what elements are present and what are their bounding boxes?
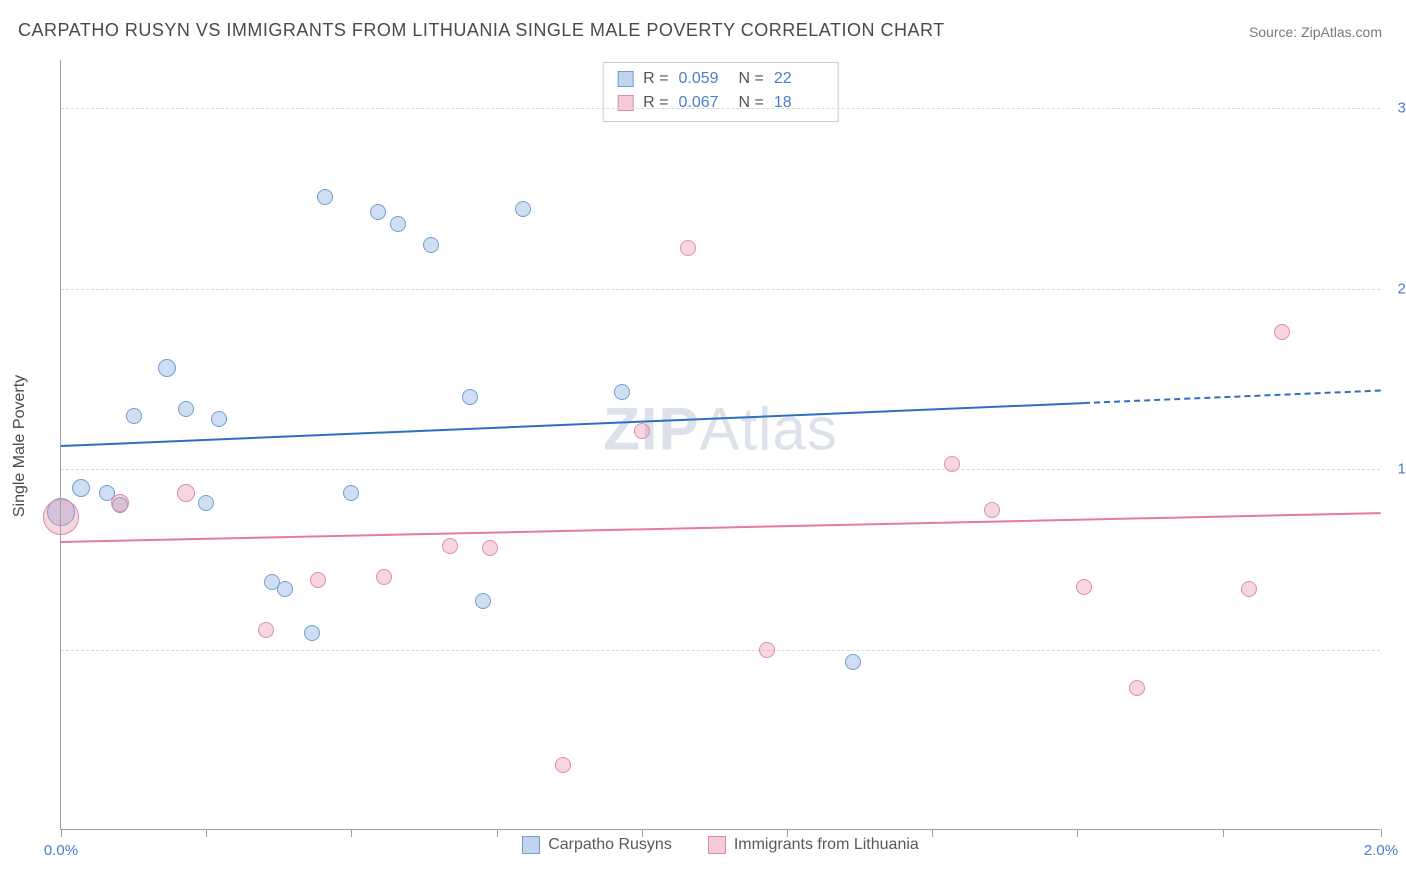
data-point [370, 204, 386, 220]
data-point [984, 502, 1000, 518]
data-point [845, 654, 861, 670]
stats-n-label: N = [739, 67, 764, 91]
legend-item: Carpatho Rusyns [522, 836, 672, 854]
data-point [614, 384, 630, 400]
legend-swatch [708, 836, 726, 854]
trend-line-dashed [1084, 390, 1381, 404]
legend-item: Immigrants from Lithuania [708, 836, 919, 854]
x-tick [61, 829, 62, 837]
x-tick [932, 829, 933, 837]
x-tick [1077, 829, 1078, 837]
legend-label: Carpatho Rusyns [548, 836, 672, 854]
data-point [1129, 680, 1145, 696]
data-point [277, 581, 293, 597]
stats-n-value: 22 [774, 67, 824, 91]
trend-line [61, 512, 1381, 543]
data-point [390, 216, 406, 232]
x-tick [1223, 829, 1224, 837]
gridline [61, 108, 1380, 109]
stats-r-label: R = [643, 91, 668, 115]
data-point [158, 359, 176, 377]
data-point [198, 495, 214, 511]
data-point [211, 411, 227, 427]
stats-r-label: R = [643, 67, 668, 91]
x-tick-label: 0.0% [44, 842, 78, 859]
y-tick-label: 22.5% [1385, 280, 1406, 297]
data-point [72, 479, 90, 497]
data-point [178, 401, 194, 417]
y-tick-label: 7.5% [1385, 641, 1406, 658]
stats-row: R = 0.067 N = 18 [617, 91, 824, 115]
data-point [515, 201, 531, 217]
data-point [423, 237, 439, 253]
stats-r-value: 0.059 [679, 67, 729, 91]
data-point [555, 757, 571, 773]
plot-area: ZIPAtlas R =0.059N =22R =0.067N =18 Carp… [60, 60, 1380, 830]
stats-n-label: N = [739, 91, 764, 115]
data-point [482, 540, 498, 556]
stats-box: R = 0.059 N = 22 R = 0.067 N = 18 [602, 62, 839, 122]
stats-n-value: 18 [774, 91, 824, 115]
legend-swatch [522, 836, 540, 854]
data-point [1076, 579, 1092, 595]
data-point [475, 593, 491, 609]
chart-container: CARPATHO RUSYN VS IMMIGRANTS FROM LITHUA… [0, 0, 1406, 892]
legend-label: Immigrants from Lithuania [734, 836, 919, 854]
data-point [111, 494, 129, 512]
x-tick [642, 829, 643, 837]
y-tick-label: 15.0% [1385, 461, 1406, 478]
y-tick-label: 30.0% [1385, 100, 1406, 117]
data-point [317, 189, 333, 205]
stats-row: R = 0.059 N = 22 [617, 67, 824, 91]
x-tick [787, 829, 788, 837]
x-tick [351, 829, 352, 837]
data-point [126, 408, 142, 424]
legend: Carpatho Rusyns Immigrants from Lithuania [61, 836, 1380, 859]
chart-title: CARPATHO RUSYN VS IMMIGRANTS FROM LITHUA… [18, 20, 945, 41]
data-point [376, 569, 392, 585]
y-axis-label: Single Male Poverty [11, 375, 29, 517]
data-point [634, 423, 650, 439]
x-tick-label: 2.0% [1364, 842, 1398, 859]
data-point [1274, 324, 1290, 340]
data-point [944, 456, 960, 472]
data-point [759, 642, 775, 658]
stats-swatch [617, 71, 633, 87]
data-point [310, 572, 326, 588]
data-point [462, 389, 478, 405]
data-point [177, 484, 195, 502]
data-point [304, 625, 320, 641]
data-point [680, 240, 696, 256]
data-point [258, 622, 274, 638]
gridline [61, 469, 1380, 470]
data-point [1241, 581, 1257, 597]
data-point [442, 538, 458, 554]
data-point [343, 485, 359, 501]
x-tick [497, 829, 498, 837]
stats-r-value: 0.067 [679, 91, 729, 115]
gridline [61, 289, 1380, 290]
gridline [61, 650, 1380, 651]
x-tick [1381, 829, 1382, 837]
source-attribution: Source: ZipAtlas.com [1249, 24, 1382, 40]
x-tick [206, 829, 207, 837]
data-point [43, 499, 79, 535]
